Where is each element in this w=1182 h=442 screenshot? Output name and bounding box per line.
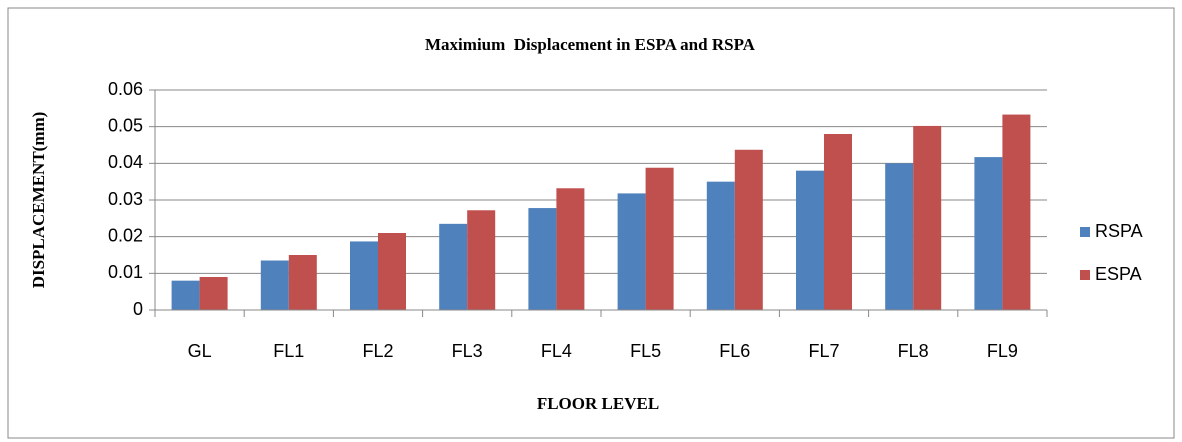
- x-tick-label: FL8: [898, 341, 929, 361]
- legend-swatch: [1080, 227, 1090, 237]
- bar: [439, 223, 468, 310]
- y-tick-label: 0.01: [108, 262, 143, 282]
- bar: [974, 157, 1003, 310]
- y-tick-label: 0.06: [108, 79, 143, 99]
- bar: [1002, 114, 1031, 310]
- bar: [885, 163, 914, 310]
- bar: [467, 210, 496, 310]
- bar: [556, 188, 585, 310]
- y-tick-label: 0.03: [108, 189, 143, 209]
- bar: [199, 277, 228, 310]
- bar: [706, 181, 735, 310]
- x-tick-label: FL2: [362, 341, 393, 361]
- chart-title: Maximium Displacement in ESPA and RSPA: [425, 35, 756, 54]
- y-tick-label: 0.04: [108, 152, 143, 172]
- bar: [260, 260, 289, 310]
- bar: [796, 170, 824, 310]
- bar: [913, 125, 942, 310]
- x-tick-label: FL9: [987, 341, 1018, 361]
- x-tick-label: FL5: [630, 341, 661, 361]
- x-tick-label: FL1: [273, 341, 304, 361]
- bar: [350, 241, 378, 310]
- bar: [378, 233, 406, 310]
- bar: [824, 134, 852, 310]
- bar: [645, 167, 674, 310]
- x-tick-label: GL: [188, 341, 212, 361]
- y-axis-title: DISPLACEMENT(mm): [29, 112, 48, 289]
- bar: [171, 280, 200, 310]
- x-tick-label: FL7: [808, 341, 839, 361]
- x-axis-title: FLOOR LEVEL: [537, 394, 659, 413]
- x-tick-label: FL3: [452, 341, 483, 361]
- y-tick-label: 0.02: [108, 225, 143, 245]
- bar: [734, 149, 763, 310]
- x-tick-label: FL4: [541, 341, 572, 361]
- bar: [528, 208, 557, 310]
- y-tick-label: 0.05: [108, 115, 143, 135]
- legend-swatch: [1080, 270, 1090, 280]
- y-tick-label: 0: [133, 299, 143, 319]
- bar: [617, 193, 646, 310]
- legend-label: ESPA: [1095, 264, 1142, 284]
- legend-label: RSPA: [1095, 221, 1143, 241]
- bar: [288, 255, 317, 310]
- x-tick-label: FL6: [719, 341, 750, 361]
